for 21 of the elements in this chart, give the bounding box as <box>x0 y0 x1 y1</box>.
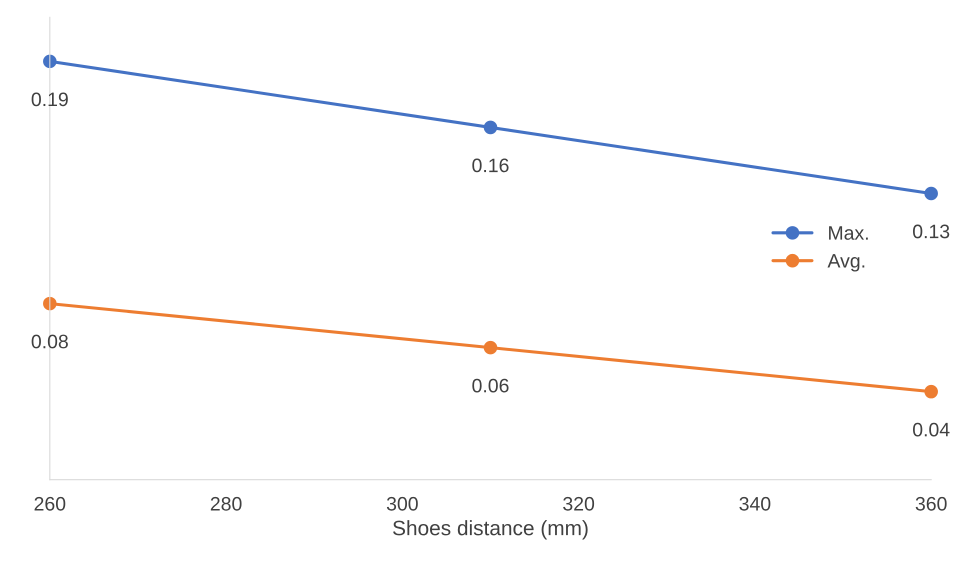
x-tick-label: 360 <box>916 496 947 511</box>
data-label: 0.04 <box>913 422 950 436</box>
data-label: 0.08 <box>32 334 68 348</box>
x-tick-label: 340 <box>739 496 770 511</box>
legend-label: Max. <box>829 226 868 240</box>
data-label: 0.06 <box>472 378 509 392</box>
point <box>924 384 938 398</box>
x-axis-title: Shoes distance (mm) <box>393 520 588 540</box>
point <box>484 120 498 134</box>
point <box>43 54 57 68</box>
x-tick-label: 260 <box>34 496 66 511</box>
point <box>924 186 938 200</box>
x-tick-label: 300 <box>386 496 418 511</box>
data-label: 0.19 <box>32 92 68 106</box>
x-tick-label: 280 <box>210 496 242 511</box>
data-label: 0.16 <box>472 158 509 172</box>
data-label: 0.13 <box>913 224 950 238</box>
point <box>484 340 498 354</box>
legend-label: Avg. <box>828 254 864 272</box>
x-tick-label: 320 <box>563 496 594 511</box>
point <box>43 296 57 310</box>
